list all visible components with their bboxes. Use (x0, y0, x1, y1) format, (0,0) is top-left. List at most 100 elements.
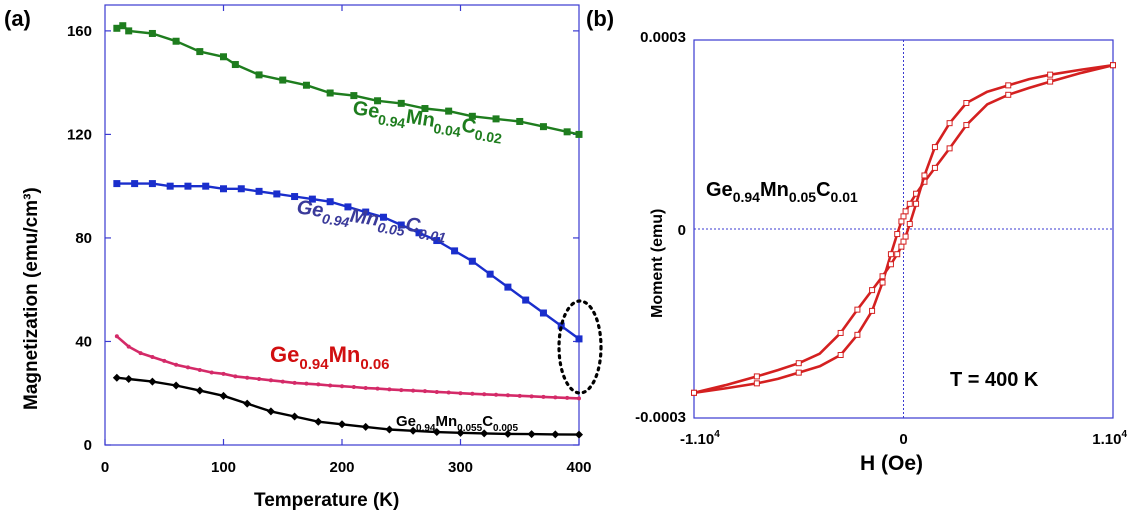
data-point-b (753, 373, 760, 380)
data-point-a (565, 395, 570, 400)
data-point-b (887, 261, 894, 268)
data-point-a (379, 213, 387, 221)
y-tick-label-a: 40 (75, 333, 92, 350)
data-point-a (529, 394, 534, 399)
x-tick-label-b-base: 1.10 (1092, 431, 1121, 448)
data-point-a (326, 198, 334, 206)
series-label-b-sub1: 0.94 (733, 189, 760, 205)
x-axis-title-b: H (Oe) (860, 452, 923, 475)
series-label-a-0-el1: Ge (351, 97, 381, 123)
data-point-b (854, 331, 861, 338)
series-label-a-3-el3: C (482, 413, 493, 430)
data-point-b (963, 122, 970, 129)
data-point-a (344, 203, 352, 211)
data-point-a (255, 187, 263, 195)
data-point-a (385, 425, 394, 434)
data-point-a (351, 385, 356, 390)
series-label-a-2-sub2: 0.06 (360, 356, 389, 373)
y-tick-label-b: 0 (678, 222, 686, 239)
series-label-a-1-sub1: 0.94 (321, 210, 351, 230)
data-point-a (480, 429, 489, 438)
x-tick-label-a: 200 (329, 459, 354, 476)
series-label-b-sub2: 0.05 (789, 189, 816, 205)
data-point-a (468, 112, 476, 120)
data-point-b (1110, 62, 1116, 69)
data-point-a (196, 48, 204, 56)
data-point-a (363, 386, 368, 391)
data-point-b (906, 220, 913, 227)
data-point-b (900, 238, 907, 245)
data-point-a (470, 391, 475, 396)
panel-label-b: (b) (586, 6, 614, 31)
data-point-a (316, 382, 321, 387)
data-point-a (504, 283, 512, 291)
data-point-b (1047, 71, 1054, 78)
series-a-3 (112, 373, 583, 439)
data-point-a (245, 375, 250, 380)
data-point-a (125, 27, 133, 35)
data-point-a (273, 190, 281, 198)
data-point-a (302, 81, 310, 89)
data-point-b (1047, 78, 1054, 85)
data-point-a (374, 97, 382, 105)
data-point-a (114, 334, 119, 339)
panel-label-a: (a) (4, 6, 31, 31)
hysteresis-branch-1 (691, 62, 1116, 396)
data-point-a (468, 257, 476, 265)
data-point-b (795, 360, 802, 367)
data-point-b (869, 307, 876, 314)
data-point-a (551, 430, 560, 439)
data-point-a (553, 395, 558, 400)
data-point-a (280, 379, 285, 384)
data-point-a (113, 24, 121, 32)
series-label-b-el1: Ge (706, 179, 733, 201)
data-point-a (387, 387, 392, 392)
data-point-a (434, 389, 439, 394)
series-label-b: Ge0.94Mn0.05C0.01 (706, 179, 858, 205)
series-group-a (112, 22, 583, 439)
series-label-a-0-sub3: 0.02 (474, 127, 504, 147)
data-point-a (432, 428, 441, 437)
data-point-a (124, 375, 133, 383)
data-point-a (409, 426, 418, 435)
series-label-a-3-sub3: 0.005 (493, 423, 518, 434)
data-point-a (148, 29, 156, 37)
data-point-a (338, 420, 346, 429)
data-point-a (219, 391, 228, 400)
series-label-a-1-el1: Ge (295, 196, 325, 222)
data-point-a (126, 344, 131, 349)
data-point-a (575, 430, 583, 439)
data-point-b (902, 208, 909, 215)
data-point-a (397, 221, 405, 229)
data-point-a (516, 117, 524, 125)
data-point-a (397, 99, 405, 107)
data-point-a (505, 393, 510, 398)
data-point-a (350, 92, 358, 100)
series-label-b-el2: Mn (760, 179, 789, 201)
data-point-a (421, 105, 429, 113)
x-tick-label-a: 300 (448, 459, 473, 476)
data-point-b (931, 144, 938, 151)
x-tick-label-a: 100 (211, 459, 236, 476)
data-point-b (879, 279, 886, 286)
x-tick-label-b: 1.104 (1092, 429, 1127, 448)
data-point-a (522, 296, 530, 304)
data-point-a (231, 61, 239, 69)
data-point-a (162, 358, 167, 363)
data-point-b (913, 200, 920, 207)
data-point-b (753, 380, 760, 387)
series-a-2 (114, 334, 581, 401)
x-tick-label-b: -1.104 (680, 429, 720, 448)
data-point-a (433, 237, 441, 245)
data-point-a (482, 392, 487, 397)
data-point-a (291, 193, 299, 201)
x-tick-label-b-exp: 4 (714, 429, 720, 440)
data-point-b (1005, 91, 1012, 98)
data-point-a (209, 370, 214, 375)
series-a-1 (113, 180, 583, 343)
data-point-a (243, 399, 252, 408)
data-point-a (362, 208, 370, 216)
data-point-a (458, 391, 463, 396)
